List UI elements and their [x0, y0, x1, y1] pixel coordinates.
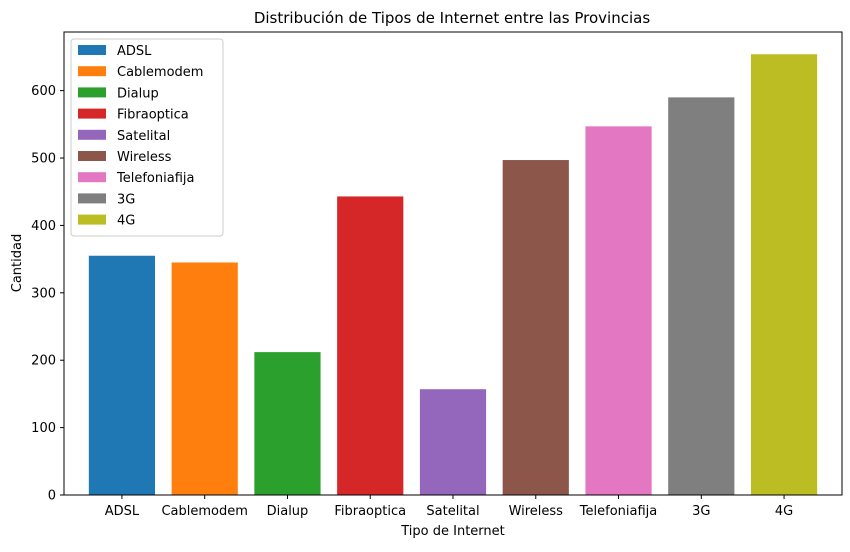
bar-4g	[750, 54, 818, 496]
legend-label: Satelital	[117, 129, 170, 144]
x-tick-label: Wireless	[509, 504, 564, 519]
bar-satelital	[419, 389, 487, 495]
bar-telefoniafija	[585, 126, 652, 495]
legend-label: Telefoniafija	[116, 171, 194, 186]
legend-swatch	[78, 129, 106, 140]
x-tick-label: Dialup	[267, 504, 309, 519]
bar-adsl	[88, 255, 156, 495]
chart-title: Distribución de Tipos de Internet entre …	[254, 9, 651, 27]
x-tick-label: 4G	[775, 504, 793, 519]
legend: ADSL Cablemodem Dialup Fibraoptica Satelital…	[70, 38, 224, 237]
legend-label: Fibraoptica	[117, 108, 189, 123]
bar-wireless	[502, 160, 569, 496]
x-axis-label: Tipo de Internet	[400, 524, 505, 539]
y-tick-label: 200	[31, 354, 56, 369]
legend-swatch	[78, 193, 106, 204]
legend-label: Dialup	[117, 86, 159, 101]
y-tick-label: 400	[31, 219, 56, 234]
x-tick-label: Fibraoptica	[334, 504, 406, 519]
legend-swatch	[78, 108, 106, 119]
bar-3g	[668, 97, 735, 496]
bar-cablemodem	[171, 262, 238, 495]
bars	[88, 54, 818, 496]
legend-label: Wireless	[117, 150, 172, 165]
bar-fibraoptica	[337, 196, 404, 495]
y-tick-label: 300	[31, 286, 56, 301]
x-tick-label: 3G	[692, 504, 710, 519]
legend-box	[70, 38, 224, 237]
x-tick-label: ADSL	[105, 504, 140, 519]
legend-label: 3G	[117, 192, 135, 207]
legend-label: 4G	[117, 214, 135, 229]
legend-swatch	[78, 151, 106, 161]
legend-swatch	[78, 172, 106, 183]
bar-dialup	[254, 352, 321, 495]
y-tick-label: 500	[31, 152, 56, 167]
legend-label: Cablemodem	[117, 65, 203, 80]
plot-frame	[63, 31, 843, 496]
legend-swatch	[78, 214, 106, 225]
y-axis-label: Cantidad	[10, 234, 25, 292]
x-tick-label: Cablemodem	[161, 504, 247, 519]
legend-swatch	[78, 66, 106, 77]
y-tick-label: 100	[31, 421, 56, 436]
y-tick-label: 0	[48, 489, 56, 504]
y-tick-label: 600	[31, 84, 56, 99]
x-tick-label: Telefoniafija	[579, 504, 657, 519]
x-tick-label: Satelital	[426, 504, 479, 519]
legend-swatch	[78, 87, 106, 98]
y-axis-ticks: 0 100 200 300 400 500 600	[31, 84, 64, 504]
legend-swatch	[78, 45, 106, 55]
x-axis-ticks: ADSL Cablemodem Dialup Fibraoptica Satelital…	[105, 495, 793, 519]
legend-label: ADSL	[117, 44, 152, 59]
